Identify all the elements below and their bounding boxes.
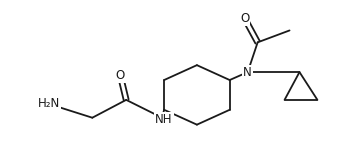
- Text: O: O: [240, 12, 249, 25]
- Text: H₂N: H₂N: [37, 97, 60, 110]
- Text: O: O: [116, 69, 125, 82]
- Text: N: N: [243, 66, 252, 79]
- Text: NH: NH: [155, 113, 173, 126]
